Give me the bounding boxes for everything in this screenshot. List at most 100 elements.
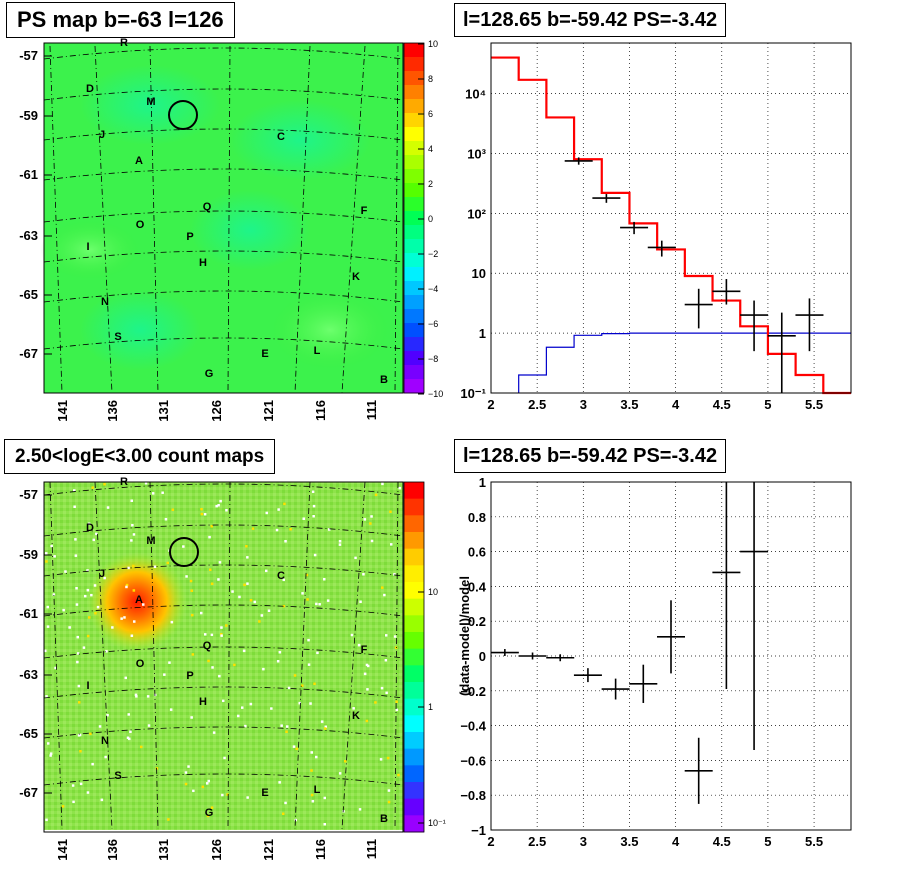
colorbar-segment (404, 698, 424, 716)
count-pixel (49, 752, 53, 755)
colorbar-segment (404, 548, 424, 566)
count-pixel (394, 646, 398, 649)
colorbar-segment (404, 337, 424, 352)
count-pixel (316, 651, 319, 655)
latitude-line (43, 773, 404, 786)
y-axis-label: (data-model)/model (457, 576, 472, 696)
count-pixel (280, 724, 283, 727)
count-pixel (262, 667, 265, 671)
count-pixel (146, 695, 150, 698)
count-pixel (276, 660, 280, 663)
count-pixel (210, 525, 213, 528)
count-pixel (190, 589, 193, 592)
count-pixel (96, 605, 100, 609)
x-tick-label: 2 (487, 834, 494, 849)
latitude-line (43, 524, 404, 537)
colorbar-segment (404, 682, 424, 700)
source-label-s: S (114, 770, 121, 782)
colorbar (403, 481, 425, 833)
count-pixel (161, 491, 164, 494)
colorbar-segment (404, 498, 424, 516)
count-pixel (103, 483, 106, 486)
count-pixel (324, 725, 327, 728)
count-pixel (395, 700, 398, 703)
count-pixel (284, 540, 287, 543)
count-pixel (278, 781, 281, 784)
count-pixel (127, 566, 130, 570)
count-pixel (385, 691, 388, 695)
source-label-h: H (199, 696, 207, 708)
residual-frame (490, 481, 852, 831)
count-pixel (245, 545, 248, 548)
source-label-d: D (86, 83, 94, 95)
count-pixel (204, 633, 207, 636)
x-tick-label: 5.5 (805, 834, 823, 849)
y-tick-label: −1 (471, 823, 486, 838)
count-pixel (95, 532, 98, 536)
map-x-tick: 116 (313, 400, 328, 421)
count-pixel (344, 760, 347, 763)
count-pixel (393, 635, 397, 638)
x-tick-label: 3 (580, 834, 587, 849)
count-pixel (393, 573, 396, 576)
colorbar-segment (404, 582, 424, 600)
colorbar-segment (404, 183, 424, 198)
count-pixel (50, 544, 53, 548)
count-pixel (307, 638, 310, 642)
colorbar-segment (404, 211, 424, 226)
count-pixel (206, 814, 210, 818)
count-pixel (326, 599, 330, 602)
count-pixel (62, 608, 65, 612)
y-tick-label: 10 (472, 266, 486, 281)
colorbar-segment (404, 295, 424, 310)
map-x-tick: 131 (156, 400, 171, 422)
count-pixel (73, 505, 76, 508)
count-pixel (190, 716, 193, 719)
count-pixel (135, 695, 138, 698)
colorbar-tick: 10⁻¹ (428, 818, 446, 828)
spectrum-frame (490, 42, 852, 394)
map-y-tick: -65 (19, 726, 38, 741)
count-pixel (218, 561, 222, 564)
count-pixel (47, 742, 50, 745)
count-pixel (91, 486, 94, 489)
count-pixel (370, 515, 373, 518)
latitude-line (43, 337, 404, 350)
colorbar-tick: 2 (428, 179, 433, 189)
count-pixel (313, 553, 317, 557)
source-label-l: L (314, 784, 321, 796)
colorbar-segment (404, 71, 424, 86)
count-pixel (74, 538, 77, 541)
target-circle (169, 537, 199, 567)
count-pixel (106, 713, 109, 717)
count-pixel (142, 603, 145, 606)
count-pixel (253, 600, 256, 604)
x-tick-label: 2.5 (528, 397, 546, 412)
count-pixel (315, 602, 318, 606)
y-tick-label: −0.2 (460, 684, 486, 699)
spectrum-svg: 2 2.5 3 3.5 4 4.5 5 5.5 10⁻¹ 1 10 10² 10³ 10⁴ (460, 42, 852, 412)
count-pixel (311, 800, 315, 803)
colorbar (403, 42, 425, 394)
y-tick-label: 10⁴ (465, 87, 486, 102)
source-label-q: Q (203, 201, 212, 213)
count-pixel (133, 620, 136, 623)
count-pixel (313, 682, 316, 685)
count-pixel (379, 758, 383, 761)
count-pixel (127, 713, 130, 716)
x-tick-label: 5.5 (805, 397, 823, 412)
count-pixel (369, 522, 372, 525)
count-pixel (298, 701, 301, 705)
count-pixel (295, 747, 298, 751)
count-pixel (128, 737, 131, 741)
count-pixel (328, 528, 331, 531)
source-label-d: D (86, 522, 94, 534)
count-pixel (323, 823, 326, 826)
count-pixel (45, 818, 48, 822)
count-pixel (246, 556, 249, 559)
source-label-a: A (135, 594, 143, 606)
map-grid (43, 45, 404, 394)
colorbar-segment (404, 515, 424, 533)
colorbar-tick: −6 (428, 319, 438, 329)
colorbar-segment (404, 43, 424, 58)
